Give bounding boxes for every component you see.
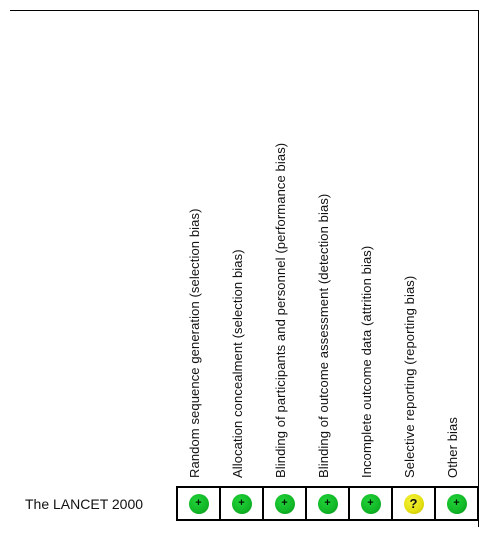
domain-header-1: Random sequence generation (selection bi… [187,208,204,478]
judgement-symbol: + [367,497,374,509]
low-risk-icon: + [446,493,467,514]
judgement-cell: + [307,488,350,519]
judgement-symbol: + [324,497,331,509]
domain-header-4: Blinding of outcome assessment (detectio… [316,194,333,478]
judgement-symbol: + [453,497,460,509]
low-risk-icon: + [231,493,252,514]
judgement-symbol: + [195,497,202,509]
judgement-cell: + [264,488,307,519]
domain-header-5: Incomplete outcome data (attrition bias) [359,246,376,478]
judgement-row: + + + + +? + [176,486,479,521]
judgement-cell: ? [393,488,436,519]
study-label: The LANCET 2000 [25,496,144,512]
risk-of-bias-frame [10,10,479,527]
domain-header-3: Blinding of participants and personnel (… [273,143,290,478]
domain-header-label: Random sequence generation (selection bi… [187,208,202,478]
low-risk-icon: + [317,493,338,514]
domain-header-label: Blinding of participants and personnel (… [273,142,288,478]
judgement-cell: + [436,488,479,519]
domain-header-7: Other bias [445,417,462,478]
low-risk-icon: + [188,493,209,514]
judgement-symbol: ? [409,496,418,511]
domain-header-label: Allocation concealment (selection bias) [230,249,245,478]
domain-header-2: Allocation concealment (selection bias) [230,249,247,478]
unclear-risk-icon: ? [403,493,424,514]
domain-header-label: Blinding of outcome assessment (detectio… [316,193,331,478]
judgement-cell: + [178,488,221,519]
domain-header-label: Other bias [445,417,460,478]
domain-header-label: Incomplete outcome data (attrition bias) [359,245,374,478]
judgement-cell: + [221,488,264,519]
low-risk-icon: + [274,493,295,514]
domain-header-label: Selective reporting (reporting bias) [402,275,417,478]
domain-header-6: Selective reporting (reporting bias) [402,276,419,478]
judgement-symbol: + [281,497,288,509]
judgement-symbol: + [238,497,245,509]
judgement-cell: + [350,488,393,519]
low-risk-icon: + [360,493,381,514]
